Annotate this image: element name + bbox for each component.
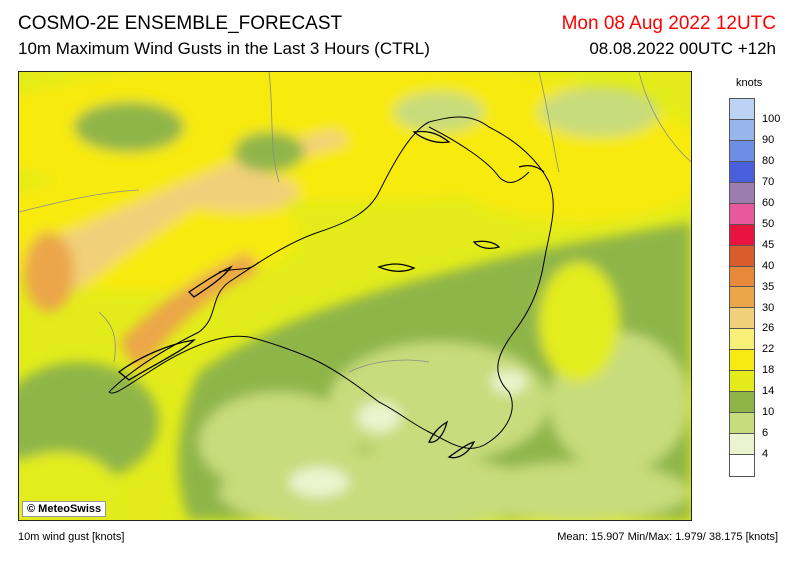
legend-label: 45 — [762, 238, 775, 251]
legend-label: 18 — [762, 364, 775, 377]
legend-swatch — [730, 350, 754, 372]
legend-swatch — [730, 287, 754, 309]
legend-swatch — [730, 329, 754, 351]
legend-swatch — [730, 434, 754, 455]
legend-unit: knots — [736, 77, 763, 89]
legend-swatch — [730, 119, 754, 141]
legend-swatch — [730, 266, 754, 288]
statistics-label: Mean: 15.907 Min/Max: 1.979/ 38.175 [kno… — [557, 531, 778, 543]
lake-outlines — [117, 130, 545, 459]
legend-label: 6 — [762, 427, 769, 440]
legend-swatch — [730, 140, 754, 162]
legend-label: 40 — [762, 259, 775, 272]
legend-label: 26 — [762, 322, 775, 335]
legend-swatch — [730, 392, 754, 414]
legend-swatch — [730, 99, 754, 120]
legend-label: 14 — [762, 385, 775, 398]
legend-swatch — [730, 224, 754, 246]
variable-label: 10m wind gust [knots] — [18, 531, 125, 543]
color-legend — [729, 98, 755, 477]
valid-time: Mon 08 Aug 2022 12UTC — [561, 13, 776, 34]
legend-label: 100 — [762, 112, 781, 125]
rivers — [19, 72, 691, 373]
legend-swatch — [730, 308, 754, 330]
field-shading — [19, 72, 691, 520]
legend-swatch — [730, 371, 754, 393]
legend-swatch — [730, 182, 754, 204]
legend-label: 22 — [762, 343, 775, 356]
legend-swatch — [730, 454, 754, 476]
legend-swatch — [730, 413, 754, 434]
legend-label: 50 — [762, 217, 775, 230]
legend-label: 70 — [762, 175, 775, 188]
wind-gust-map: © MeteoSwiss — [18, 71, 692, 521]
chart-title: COSMO-2E ENSEMBLE_FORECAST — [18, 13, 343, 34]
copyright-label: © MeteoSwiss — [22, 501, 107, 517]
legend-label: 60 — [762, 196, 775, 209]
map-field — [19, 72, 691, 520]
chart-subtitle: 10m Maximum Wind Gusts in the Last 3 Hou… — [18, 39, 430, 58]
legend-label: 35 — [762, 280, 775, 293]
legend-swatch — [730, 161, 754, 183]
legend-swatch — [730, 203, 754, 225]
legend-label: 90 — [762, 133, 775, 146]
run-time: 08.08.2022 00UTC +12h — [589, 39, 776, 58]
legend-label: 80 — [762, 154, 775, 167]
legend-label: 30 — [762, 301, 775, 314]
legend-swatch — [730, 245, 754, 267]
legend-label: 4 — [762, 448, 769, 461]
legend-label: 10 — [762, 406, 775, 419]
